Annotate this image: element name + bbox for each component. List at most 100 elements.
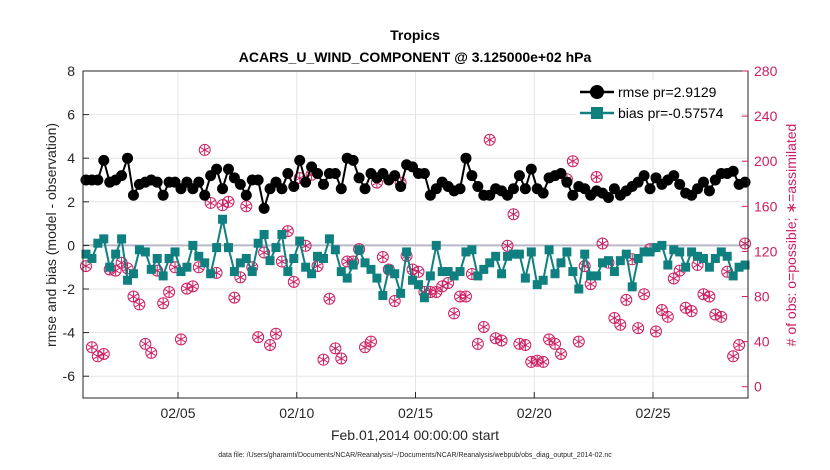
obs-asterisk-stroke [502, 242, 513, 249]
obs-asterisk-stroke [526, 358, 536, 365]
obs-assimilated-marker [188, 281, 198, 292]
bias-point [485, 258, 495, 268]
obs-possible-marker [507, 208, 520, 221]
obs-assimilated-marker [651, 326, 661, 337]
x-tick-label: 02/20 [517, 405, 552, 421]
obs-asterisk-stroke [449, 310, 459, 317]
obs-asterisk-stroke [514, 340, 524, 347]
obs-possible-marker [471, 337, 484, 350]
obs-assimilated-marker [176, 334, 186, 345]
rmse-point [282, 167, 294, 179]
bias-point [425, 271, 435, 281]
obs-possible-marker [596, 237, 609, 250]
left-tick-label: 8 [67, 63, 75, 79]
bias-point [396, 288, 406, 298]
bias-series [81, 214, 750, 303]
bias-point [277, 230, 287, 239]
obs-asterisk-stroke [99, 351, 109, 357]
obs-asterisk-stroke [134, 301, 144, 308]
obs-possible-marker [649, 325, 662, 338]
obs-possible-marker [620, 293, 633, 306]
obs-possible-marker [364, 335, 377, 348]
obs-assimilated-marker [200, 144, 210, 155]
bias-point [330, 245, 340, 255]
bias-point [235, 258, 245, 268]
obs-possible-marker [157, 297, 170, 310]
x-tick-label: 02/10 [279, 405, 314, 421]
obs-assimilated-marker [532, 355, 542, 366]
rmse-point [127, 189, 139, 201]
bias-point [223, 243, 233, 253]
obs-asterisk-stroke [318, 356, 329, 363]
left-tick-label: -6 [63, 368, 76, 384]
obs-assimilated-marker [413, 266, 424, 277]
right-tick-label: 280 [754, 63, 778, 79]
obs-assimilated-marker [265, 340, 275, 351]
bias-point [128, 269, 138, 279]
rmse-point [151, 176, 163, 188]
obs-possible-marker [139, 337, 152, 350]
left-axis-label: rmse and bias (model - observation) [43, 123, 59, 347]
x-axis: 02/05 02/10 02/15 02/20 02/25 [160, 392, 671, 421]
bias-point [609, 267, 619, 277]
bias-point [437, 267, 447, 277]
obs-asterisk-stroke [289, 278, 299, 285]
bias-point [467, 245, 477, 255]
bias-point [497, 269, 507, 279]
obs-assimilated-marker [526, 356, 536, 367]
bias-point [592, 271, 602, 281]
rmse-point [122, 152, 134, 164]
right-tick-label: 0 [754, 379, 762, 395]
obs-asterisk-stroke [128, 293, 139, 300]
obs-assimilated-marker [556, 349, 566, 360]
obs-asterisk-stroke [615, 321, 625, 328]
left-tick-label: 0 [67, 237, 75, 253]
obs-asterisk-stroke [164, 289, 174, 295]
obs-assimilated-marker [485, 134, 495, 145]
rmse-point [739, 176, 751, 188]
obs-asterisk-stroke [390, 298, 400, 304]
bias-point [318, 253, 328, 263]
bias-point [111, 249, 121, 259]
bias-point [508, 249, 518, 259]
obs-possible-marker [549, 337, 562, 350]
obs-possible-marker [204, 196, 217, 209]
obs-assimilated-marker [597, 238, 608, 249]
obs-assimilated-marker [669, 273, 679, 284]
obs-asterisk-stroke [140, 340, 150, 347]
bias-point [568, 267, 578, 277]
obs-asterisk-stroke [692, 262, 703, 268]
bias-point [271, 243, 281, 253]
rmse-point [98, 154, 110, 166]
obs-assimilated-marker [592, 171, 602, 182]
x-axis-label: Feb.01,2014 00:00:00 start [331, 427, 499, 443]
obs-asterisk-stroke [710, 311, 720, 318]
rmse-point [460, 152, 472, 164]
bias-point [598, 258, 608, 268]
bias-point [117, 234, 127, 244]
bias-point [212, 243, 222, 253]
rmse-point [703, 185, 715, 197]
obs-assimilated-marker [182, 283, 192, 294]
obs-assimilated-marker [663, 311, 673, 322]
obs-asterisk-stroke [87, 344, 97, 351]
bias-point [657, 240, 667, 250]
obs-assimilated-marker [146, 347, 156, 358]
obs-assimilated-marker [508, 209, 519, 220]
bias-point [218, 214, 228, 224]
obs-asterisk-stroke [378, 254, 388, 260]
bias-point [645, 247, 655, 257]
left-tick-label: -2 [63, 281, 76, 297]
bias-point [449, 271, 459, 281]
obs-assimilated-marker [698, 289, 709, 300]
left-tick-label: 4 [67, 150, 75, 166]
obs-possible-marker [376, 251, 389, 264]
bias-point [99, 234, 109, 244]
obs-assimilated-marker [158, 298, 168, 309]
obs-asterisk-stroke [200, 146, 210, 153]
right-tick-label: 240 [754, 108, 778, 124]
obs-assimilated-marker [289, 276, 299, 287]
bias-point [532, 280, 542, 290]
rmse-point [335, 183, 347, 195]
